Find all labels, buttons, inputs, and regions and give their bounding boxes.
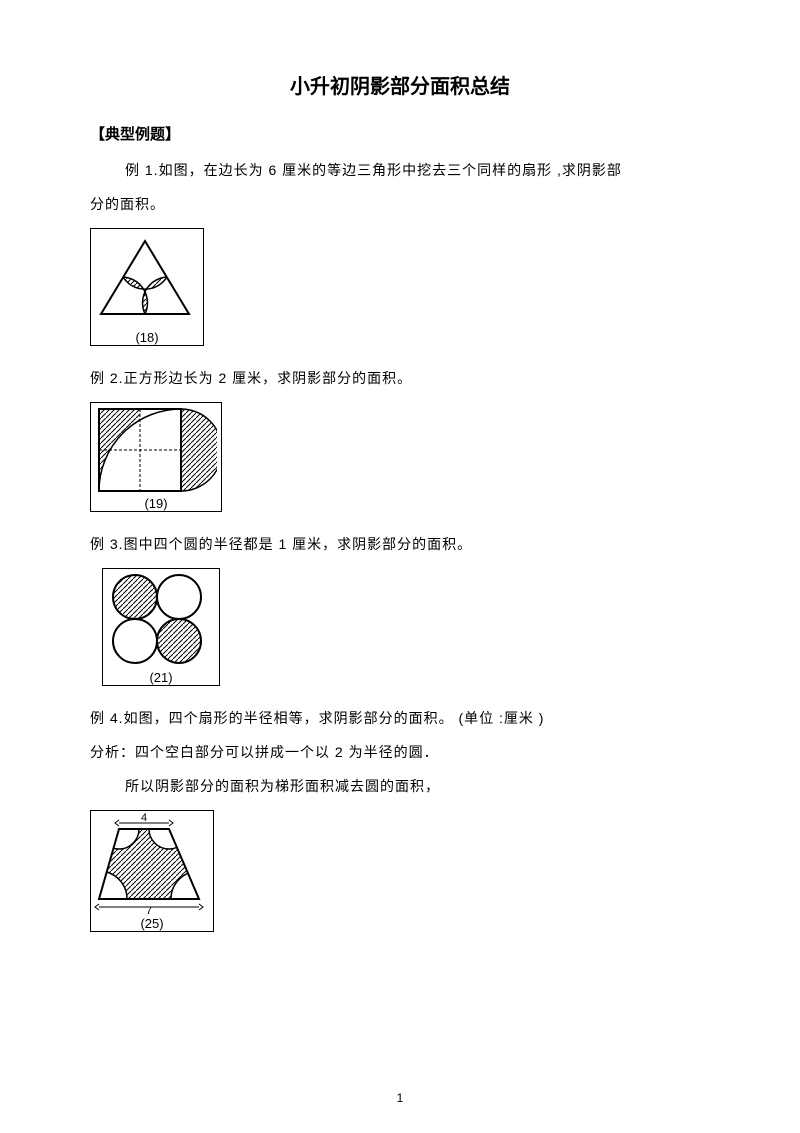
- ex4-text-a: 例 4.如图，四个扇形的半径相等，求阴影部分的面积。 (单位 :厘米 ): [90, 704, 710, 732]
- ex4-svg: 4 7: [91, 811, 209, 915]
- page: 小升初阴影部分面积总结 【典型例题】 例 1.如图，在边长为 6 厘米的等边三角…: [0, 0, 800, 1133]
- page-title: 小升初阴影部分面积总结: [90, 70, 710, 99]
- ex3-figure: (21): [102, 568, 220, 686]
- ex3-text: 例 3.图中四个圆的半径都是 1 厘米，求阴影部分的面积。: [90, 530, 710, 558]
- ex4-text-b: 分析：四个空白部分可以拼成一个以 2 为半径的圆．: [90, 738, 710, 766]
- dim-top: 4: [141, 812, 147, 824]
- ex2-svg: [91, 403, 217, 495]
- ex3-caption: (21): [103, 669, 219, 685]
- ex1-text-a: 例 1.如图，在边长为 6 厘米的等边三角形中挖去三个同样的扇形 ,求阴影部: [90, 156, 710, 184]
- ex1-caption: (18): [91, 329, 203, 345]
- ex1-text-b: 分的面积。: [90, 190, 710, 218]
- ex1-figure: (18): [90, 228, 204, 346]
- ex2-text: 例 2.正方形边长为 2 厘米，求阴影部分的面积。: [90, 364, 710, 392]
- ex2-caption: (19): [91, 495, 221, 511]
- ex4-figure: 4 7 (25): [90, 810, 214, 932]
- ex1-svg: [91, 229, 199, 329]
- ex2-figure: (19): [90, 402, 222, 512]
- section-header: 【典型例题】: [90, 123, 710, 144]
- ex4-text-c: 所以阴影部分的面积为梯形面积减去圆的面积，: [90, 772, 710, 800]
- dim-bot: 7: [146, 905, 152, 915]
- page-number: 1: [0, 1091, 800, 1105]
- ex4-caption: (25): [91, 915, 213, 931]
- ex3-svg: [103, 569, 215, 669]
